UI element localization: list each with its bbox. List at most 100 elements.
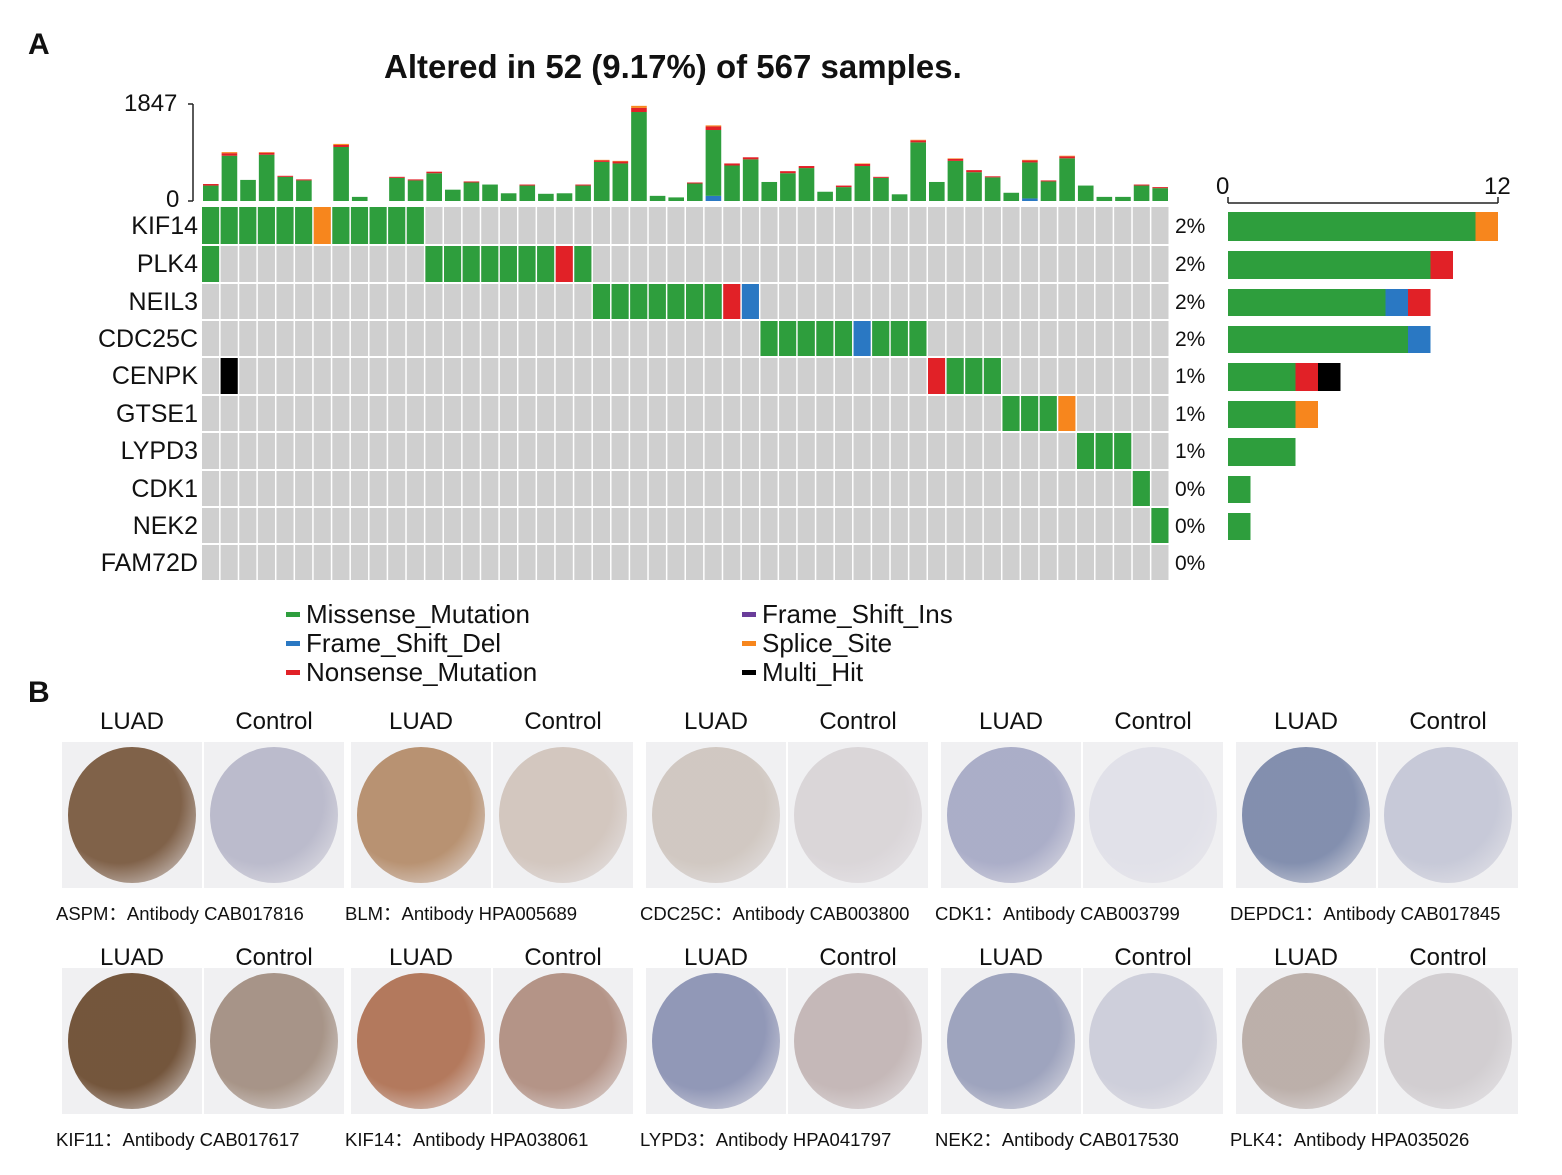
grid-cell-empty xyxy=(816,433,834,469)
grid-cell-empty xyxy=(909,358,927,394)
grid-cell-empty xyxy=(518,284,536,319)
gene-label: CDC25C xyxy=(97,324,198,353)
grid-cell-empty xyxy=(1151,358,1169,394)
grid-cell-empty xyxy=(611,433,629,469)
grid-cell-empty xyxy=(239,433,257,469)
grid-cell-empty xyxy=(667,433,685,469)
ihc-caption: LYPD3：Antibody HPA041797 xyxy=(640,1129,892,1150)
grid-cell-empty xyxy=(946,246,964,282)
grid-cell-empty xyxy=(704,207,722,244)
grid-cell-empty xyxy=(983,246,1001,282)
grid-cell-empty xyxy=(1095,284,1113,319)
ihc-control-image xyxy=(1378,742,1518,888)
grid-cell-empty xyxy=(797,433,815,469)
grid-cell-empty xyxy=(1002,207,1020,244)
mutation-cell-missense-mutation xyxy=(630,284,648,319)
grid-cell-empty xyxy=(220,321,238,356)
tmb-bar-segment xyxy=(296,180,312,201)
grid-cell-empty xyxy=(257,396,275,431)
grid-cell-empty xyxy=(1151,321,1169,356)
mutation-cell-missense-mutation xyxy=(1021,396,1039,431)
grid-cell-empty xyxy=(741,471,759,506)
mutation-cell-missense-mutation xyxy=(276,207,294,244)
grid-cell-empty xyxy=(1039,321,1057,356)
ihc-control-heading: Control xyxy=(1409,708,1487,735)
grid-cell-empty xyxy=(853,433,871,469)
grid-cell-empty xyxy=(779,545,797,580)
grid-cell-empty xyxy=(853,471,871,506)
ihc-control-heading: Control xyxy=(1409,944,1487,971)
grid-cell-empty xyxy=(1058,246,1076,282)
grid-cell-empty xyxy=(1021,321,1039,356)
grid-cell-empty xyxy=(1021,545,1039,580)
ihc-control-heading: Control xyxy=(1114,708,1192,735)
grid-cell-empty xyxy=(350,358,369,394)
grid-cell-empty xyxy=(481,433,499,469)
right-axis-max-label: 12 xyxy=(1484,173,1511,200)
tmb-bar-segment xyxy=(1040,180,1057,182)
grid-cell-empty xyxy=(1002,321,1020,356)
tmb-bar-segment xyxy=(705,130,722,196)
legend-nonsense: Nonsense_Mutation xyxy=(286,657,537,688)
grid-cell-empty xyxy=(797,396,815,431)
ihc-control-heading: Control xyxy=(524,944,602,971)
ihc-luad-heading: LUAD xyxy=(978,708,1044,735)
grid-cell-empty xyxy=(462,508,480,543)
grid-cell-empty xyxy=(630,508,648,543)
grid-cell-empty xyxy=(648,396,666,431)
tmb-bar-segment xyxy=(407,179,424,181)
gene-label: GTSE1 xyxy=(116,399,198,428)
grid-cell-empty xyxy=(741,207,759,244)
legend-swatch-frameshift-ins xyxy=(742,612,756,617)
tmb-bar-segment xyxy=(482,184,498,201)
grid-cell-empty xyxy=(332,508,350,543)
grid-cell-empty xyxy=(723,396,741,431)
grid-cell-empty xyxy=(686,207,704,244)
grid-cell-empty xyxy=(444,508,462,543)
grid-cell-empty xyxy=(1095,545,1113,580)
ihc-caption: PLK4：Antibody HPA035026 xyxy=(1230,1129,1470,1150)
grid-cell-empty xyxy=(350,508,369,543)
grid-cell-empty xyxy=(369,246,387,282)
grid-cell-empty xyxy=(239,358,257,394)
grid-cell-empty xyxy=(406,471,424,506)
mutation-cell-missense-mutation xyxy=(444,246,462,282)
grid-cell-empty xyxy=(648,358,666,394)
grid-cell-empty xyxy=(481,284,499,319)
ihc-control-image xyxy=(788,968,928,1114)
grid-cell-empty xyxy=(369,545,387,580)
grid-cell-empty xyxy=(965,284,983,319)
grid-cell-empty xyxy=(1132,246,1150,282)
grid-cell-empty xyxy=(481,545,499,580)
grid-cell-empty xyxy=(853,545,871,580)
grid-cell-empty xyxy=(946,508,964,543)
tmb-bar-segment xyxy=(389,177,405,201)
grid-cell-empty xyxy=(611,508,629,543)
grid-cell-empty xyxy=(1095,246,1113,282)
grid-cell-empty xyxy=(816,545,834,580)
grid-cell-empty xyxy=(983,508,1001,543)
tmb-bar-segment xyxy=(1022,160,1038,163)
grid-cell-empty xyxy=(779,207,797,244)
legend-frameshift-del: Frame_Shift_Del xyxy=(286,628,501,659)
grid-cell-empty xyxy=(350,545,369,580)
grid-cell-empty xyxy=(611,545,629,580)
grid-cell-empty xyxy=(741,545,759,580)
grid-cell-empty xyxy=(797,246,815,282)
grid-cell-empty xyxy=(760,396,778,431)
grid-cell-empty xyxy=(965,321,983,356)
tmb-bar-segment xyxy=(333,143,349,145)
grid-cell-empty xyxy=(1058,284,1076,319)
tissue-core xyxy=(652,973,780,1109)
grid-cell-empty xyxy=(1039,207,1057,244)
grid-cell-empty xyxy=(834,508,853,543)
ihc-luad-image xyxy=(351,742,491,888)
grid-cell-empty xyxy=(686,396,704,431)
grid-cell-empty xyxy=(1021,471,1039,506)
grid-cell-empty xyxy=(890,545,908,580)
gene-count-bar-missense-mutation xyxy=(1228,513,1251,540)
tmb-bar-segment xyxy=(221,152,238,154)
oncoplot-svg xyxy=(188,103,1499,580)
grid-cell-empty xyxy=(220,471,238,506)
grid-cell-empty xyxy=(704,433,722,469)
